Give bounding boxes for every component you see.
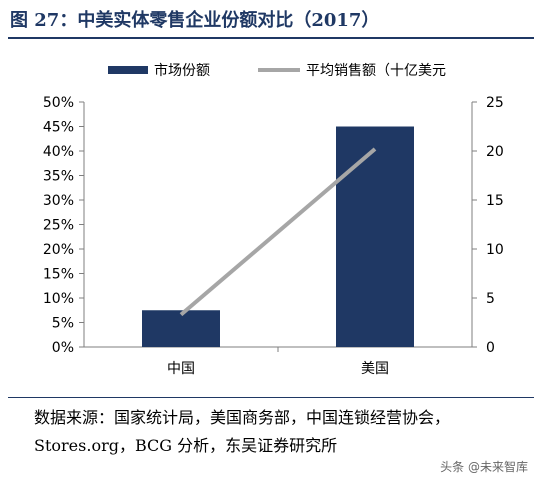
figure-title: 图 27：中美实体零售企业份额对比（2017） <box>10 10 380 31</box>
y-right-tick-label: 20 <box>486 144 504 160</box>
y-right-tick-label: 10 <box>486 242 504 258</box>
y-left-tick-label: 40% <box>43 144 74 160</box>
y-right-tick-label: 25 <box>486 95 504 111</box>
y-right-tick-label: 15 <box>486 193 504 209</box>
bar-series <box>142 126 414 347</box>
y-left-tick-label: 0% <box>52 340 74 356</box>
legend-label-avg-sales: 平均销售额（十亿美元 <box>306 63 446 79</box>
chart-axes: 0% 5% 10% 15% 20% 25% 30% 35% 40% 45% 50% 0 5 10 15 20 2… <box>43 95 504 377</box>
y-left-tick-label: 20% <box>43 242 74 258</box>
bar-market-share <box>142 310 220 347</box>
y-left-tick-label: 5% <box>52 316 74 332</box>
y-left-tick-label: 15% <box>43 267 74 283</box>
watermark: 头条 @未来智库 <box>440 460 528 474</box>
y-left-tick-label: 10% <box>43 291 74 307</box>
y-left-tick-label: 35% <box>43 169 74 185</box>
y-right-tick-label: 5 <box>486 291 495 307</box>
y-left-tick-label: 30% <box>43 193 74 209</box>
line-avg-sales <box>179 147 377 317</box>
combo-chart: 市场份额 平均销售额（十亿美元 0% 5% 10% 15% 20% 25% 30% 35% 40… <box>43 62 504 377</box>
legend-swatch-market-share <box>108 66 148 74</box>
y-left-tick-label: 50% <box>43 95 74 111</box>
y-left-tick-label: 25% <box>43 218 74 234</box>
source-note: 数据来源：国家统计局，美国商务部，中国连锁经营协会，Stores.org，BCG… <box>34 408 451 455</box>
bar-market-share <box>336 126 414 347</box>
source-divider <box>8 397 534 398</box>
legend-label-market-share: 市场份额 <box>154 62 210 79</box>
x-tick-label: 中国 <box>167 361 195 377</box>
y-right-tick-label: 0 <box>486 340 495 356</box>
line-series <box>179 147 377 317</box>
x-tick-label: 美国 <box>361 361 389 377</box>
y-left-tick-label: 45% <box>43 120 74 136</box>
title-divider <box>8 37 534 39</box>
chart-legend: 市场份额 平均销售额（十亿美元 <box>108 62 446 79</box>
